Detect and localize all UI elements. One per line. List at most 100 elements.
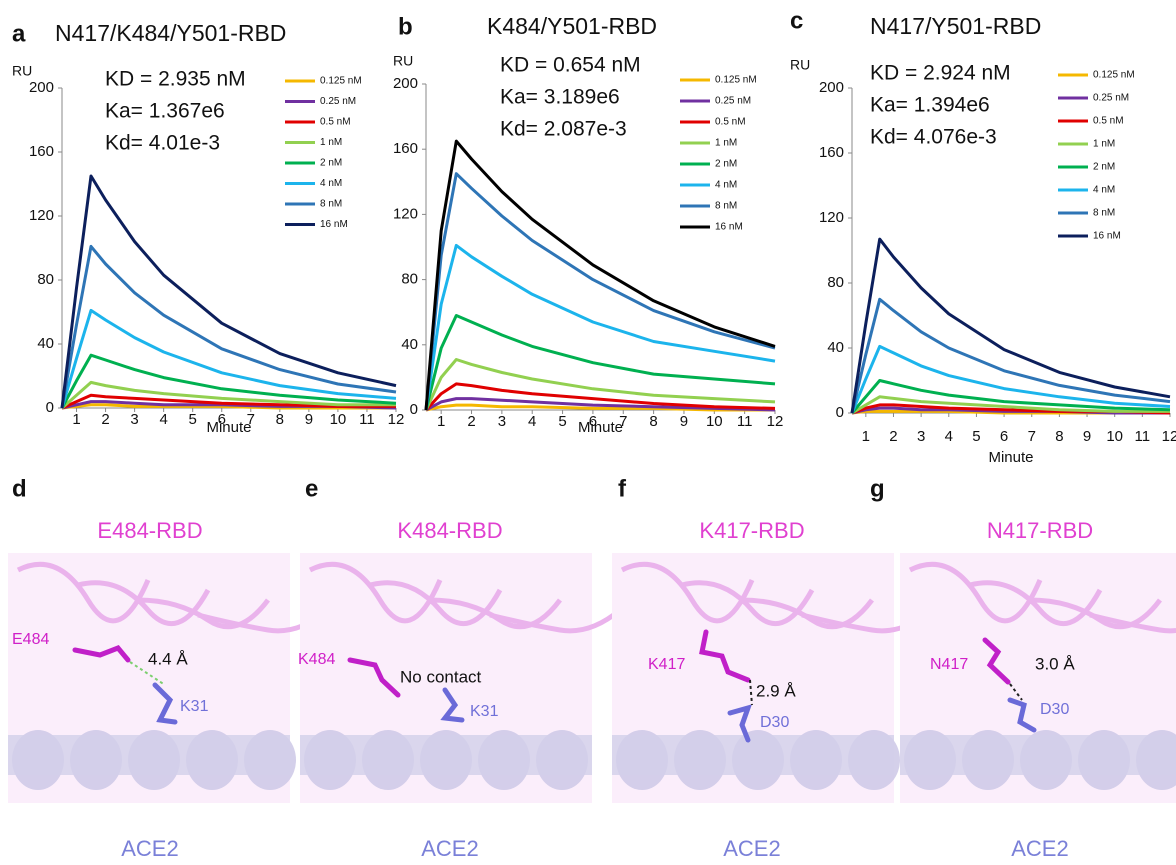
x-tick-label: 7	[247, 411, 255, 428]
y-tick-label: 40	[827, 339, 844, 356]
annotation: Ka= 1.394e6	[870, 94, 990, 117]
x-tick-label: 5	[558, 413, 566, 430]
panel-letter: a	[12, 20, 26, 47]
ace2-helix-band	[300, 735, 592, 775]
y-tick-label: 80	[827, 274, 844, 291]
panel-letter: g	[870, 475, 885, 502]
x-tick-label: 7	[1028, 428, 1036, 445]
legend-label: 16 nM	[715, 222, 743, 233]
y-tick-label: 80	[37, 271, 54, 288]
x-tick-label: 2	[101, 411, 109, 428]
legend-label: 8 nM	[320, 199, 342, 210]
legend-label: 1 nM	[715, 138, 737, 149]
x-tick-label: 5	[189, 411, 197, 428]
series-line	[852, 239, 1170, 413]
panel-letter: e	[305, 475, 318, 502]
x-axis-label: Minute	[988, 449, 1033, 466]
ace2-helix-band	[612, 735, 894, 775]
residue-label: N417	[930, 656, 968, 673]
x-tick-label: 2	[467, 413, 475, 430]
ace2-residue-label: K31	[470, 703, 499, 720]
ace2-label: ACE2	[1011, 836, 1068, 861]
chart-title: N417/Y501-RBD	[870, 13, 1041, 39]
panel-title: K417-RBD	[699, 518, 804, 543]
residue-label: K484	[298, 651, 335, 668]
y-tick-label: 120	[29, 207, 54, 224]
x-tick-label: 4	[528, 413, 536, 430]
x-tick-label: 10	[1106, 428, 1123, 445]
legend-label: 0.5 nM	[320, 117, 351, 128]
x-tick-label: 3	[130, 411, 138, 428]
y-tick-label: 0	[836, 404, 844, 421]
legend-label: 1 nM	[1093, 139, 1115, 150]
legend-label: 8 nM	[1093, 208, 1115, 219]
ace2-label: ACE2	[121, 836, 178, 861]
y-tick-label: 0	[410, 401, 418, 418]
legend-label: 16 nM	[1093, 231, 1121, 242]
x-tick-label: 5	[972, 428, 980, 445]
distance-label: No contact	[400, 667, 482, 686]
panel-title: K484-RBD	[397, 518, 502, 543]
y-tick-label: 160	[29, 143, 54, 160]
y-axis-label: RU	[12, 63, 32, 79]
legend-label: 2 nM	[715, 159, 737, 170]
annotation: KD = 2.935 nM	[105, 68, 246, 91]
x-tick-label: 9	[680, 413, 688, 430]
annotation: Ka= 3.189e6	[500, 86, 620, 109]
x-tick-label: 1	[862, 428, 870, 445]
distance-label: 3.0 Å	[1035, 654, 1075, 673]
legend-label: 0.125 nM	[1093, 70, 1135, 81]
ace2-residue-label: D30	[1040, 701, 1069, 718]
x-tick-label: 8	[276, 411, 284, 428]
annotation: Kd= 2.087e-3	[500, 118, 627, 141]
x-tick-label: 1	[437, 413, 445, 430]
x-tick-label: 6	[218, 411, 226, 428]
ace2-helix-band	[8, 735, 290, 775]
panel-letter: b	[398, 13, 413, 40]
y-tick-label: 40	[401, 336, 418, 353]
annotation: KD = 0.654 nM	[500, 54, 641, 77]
annotation: Ka= 1.367e6	[105, 100, 225, 123]
panel-title: E484-RBD	[97, 518, 202, 543]
x-tick-label: 12	[767, 413, 784, 430]
x-tick-label: 2	[889, 428, 897, 445]
series-line	[426, 360, 775, 411]
ace2-residue-label: K31	[180, 698, 209, 715]
x-tick-label: 1	[72, 411, 80, 428]
legend-label: 4 nM	[1093, 185, 1115, 196]
legend-label: 4 nM	[715, 180, 737, 191]
ace2-helix-band	[900, 735, 1176, 775]
panel-letter: f	[618, 475, 627, 502]
x-tick-label: 12	[388, 411, 405, 428]
y-tick-label: 160	[393, 140, 418, 157]
legend-label: 1 nM	[320, 137, 342, 148]
x-tick-label: 7	[619, 413, 627, 430]
legend-label: 2 nM	[1093, 162, 1115, 173]
y-tick-label: 120	[393, 205, 418, 222]
residue-label: E484	[12, 631, 49, 648]
series-line	[62, 310, 396, 408]
panel-title: N417-RBD	[987, 518, 1093, 543]
legend-label: 0.125 nM	[320, 76, 362, 87]
x-axis-label: Minute	[206, 419, 251, 436]
x-tick-label: 4	[945, 428, 953, 445]
ace2-residue-label: D30	[760, 714, 789, 731]
annotation: Kd= 4.01e-3	[105, 132, 220, 155]
y-tick-label: 80	[401, 271, 418, 288]
legend-label: 0.125 nM	[715, 75, 757, 86]
x-tick-label: 10	[706, 413, 723, 430]
legend-label: 0.25 nM	[1093, 93, 1129, 104]
x-tick-label: 9	[1083, 428, 1091, 445]
y-tick-label: 200	[29, 79, 54, 96]
legend-label: 8 nM	[715, 201, 737, 212]
legend-label: 0.5 nM	[715, 117, 746, 128]
y-tick-label: 200	[819, 79, 844, 96]
x-axis-label: Minute	[578, 419, 623, 436]
annotation: Kd= 4.076e-3	[870, 126, 997, 149]
x-tick-label: 8	[649, 413, 657, 430]
x-tick-label: 11	[359, 411, 375, 428]
legend-label: 2 nM	[320, 158, 342, 169]
residue-label: K417	[648, 656, 685, 673]
y-tick-label: 0	[46, 399, 54, 416]
x-tick-label: 11	[1135, 428, 1151, 445]
